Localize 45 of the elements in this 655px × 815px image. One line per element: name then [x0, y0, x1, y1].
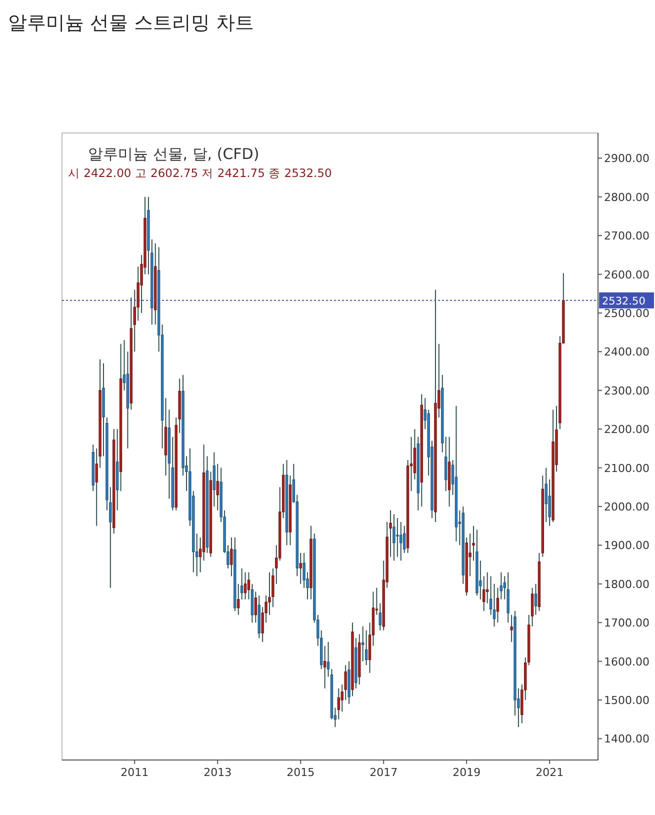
y-tick-label: 2500.00: [604, 306, 650, 320]
candlestick: [378, 602, 382, 631]
candlestick: [510, 614, 513, 642]
y-tick-label: 2100.00: [604, 462, 650, 475]
candlestick: [534, 583, 538, 616]
candlestick: [392, 514, 396, 562]
y-tick-label: 1700.00: [604, 616, 650, 630]
y-tick-label: 2600.00: [604, 268, 650, 282]
x-tick-label: 2015: [286, 766, 315, 779]
candlestick: [244, 572, 247, 600]
candlestick: [362, 626, 364, 662]
y-tick-label: 1800.00: [604, 578, 650, 591]
y-tick-label: 2000.00: [604, 500, 650, 514]
x-tick-label: 2019: [452, 766, 481, 779]
candlestick: [396, 518, 399, 558]
y-tick-label: 1600.00: [604, 655, 650, 668]
y-tick-label: 1400.00: [604, 732, 650, 746]
x-tick-label: 2011: [120, 766, 149, 779]
ref-line-label: 2532.50: [602, 295, 646, 308]
y-tick-label: 1900.00: [604, 539, 650, 552]
y-tick-label: 2300.00: [604, 384, 650, 398]
candlestick: [337, 688, 340, 720]
x-tick-label: 2021: [536, 766, 564, 779]
y-tick-label: 2200.00: [604, 423, 650, 436]
x-tick-label: 2017: [370, 766, 398, 779]
candlestick: [237, 583, 240, 616]
candlestick: [212, 452, 216, 507]
text: 알루미늄 선물, 달, (CFD): [88, 145, 260, 163]
annotation: 시 2422.00 고 2602.75 저 2421.75 종 2532.50: [68, 166, 332, 180]
candlestick: [299, 552, 302, 584]
candlestick: [364, 630, 368, 666]
candlestick: [486, 572, 489, 604]
y-tick-label: 2800.00: [604, 190, 650, 204]
candlestick: [544, 467, 548, 522]
candlestick: [500, 572, 503, 600]
chart-title: 알루미늄 선물 스트리밍 차트: [8, 12, 254, 34]
candlestick: [506, 572, 510, 624]
candlestick: [400, 521, 402, 562]
x-tick-label: 2013: [204, 766, 232, 779]
candlestick: [444, 436, 448, 492]
y-tick-label: 2700.00: [604, 230, 650, 243]
candlestick: [489, 576, 492, 616]
y-tick-label: 2900.00: [604, 152, 650, 166]
y-tick-label: 1500.00: [604, 694, 650, 708]
y-tick-label: 2400.00: [604, 346, 650, 359]
